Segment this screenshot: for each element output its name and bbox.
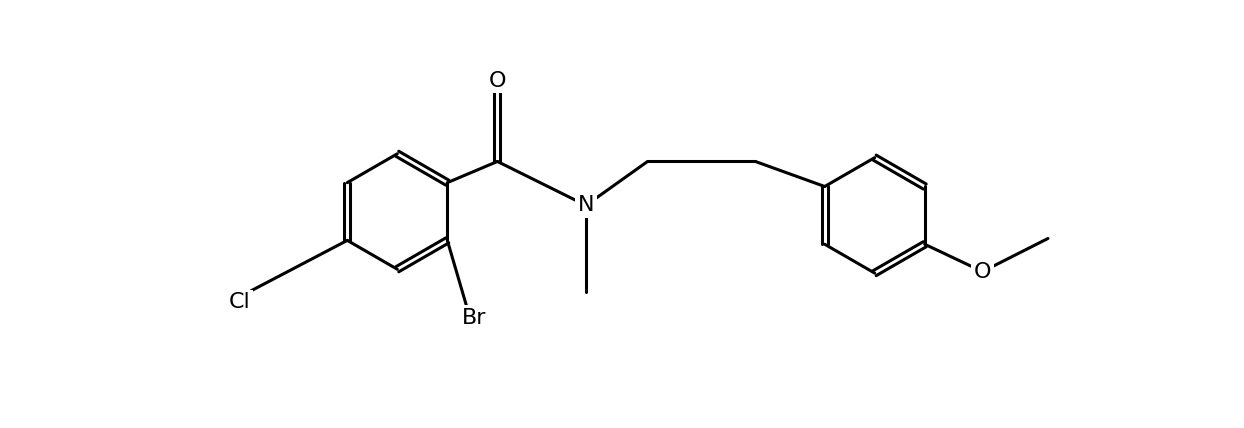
Text: Br: Br (462, 308, 486, 328)
Text: N: N (577, 195, 595, 215)
Text: O: O (974, 262, 991, 282)
Text: Cl: Cl (229, 292, 250, 312)
Text: O: O (489, 71, 506, 91)
